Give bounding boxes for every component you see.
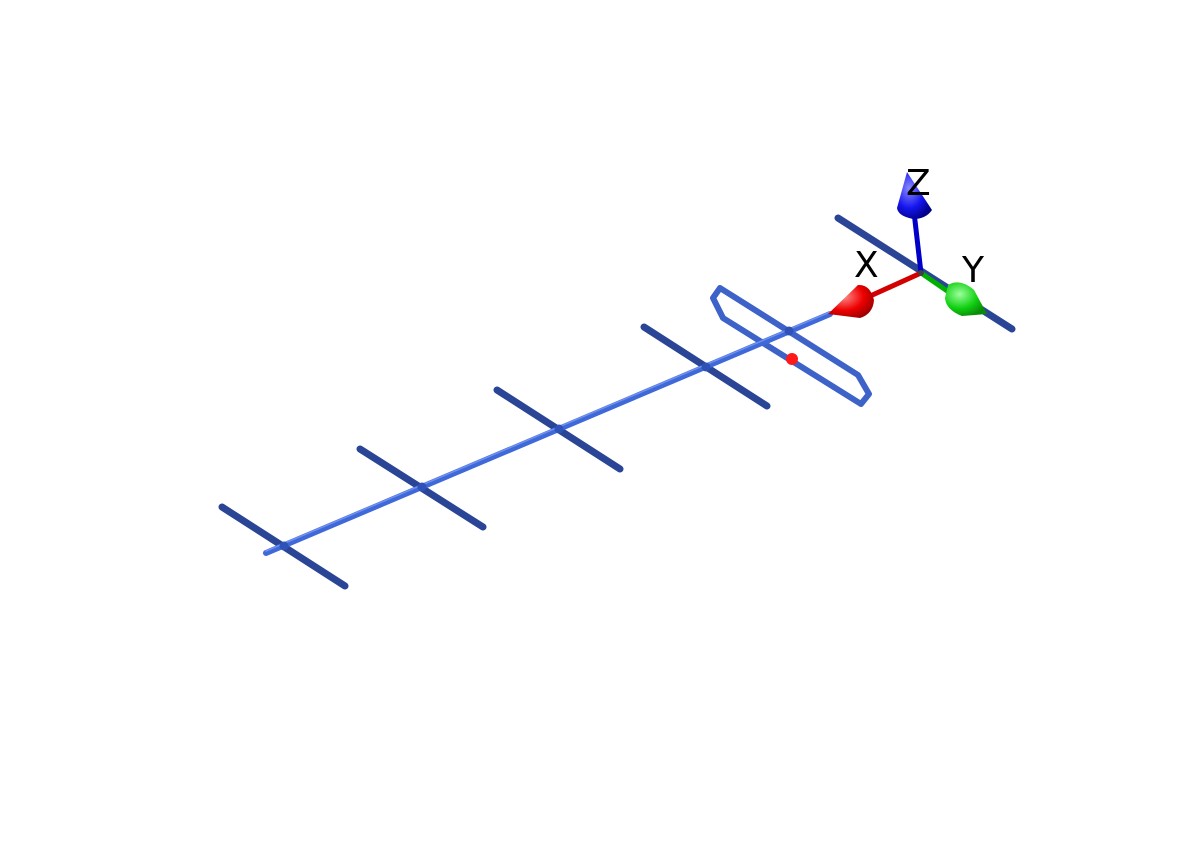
y-axis-label: Y [961, 250, 985, 291]
y-axis-arrow [945, 282, 987, 316]
x-axis-line [865, 270, 924, 300]
z-axis-arrow [897, 172, 932, 219]
z-axis-label: Z [906, 163, 931, 204]
feed-point [786, 353, 798, 365]
x-axis-arrow [828, 284, 874, 318]
boom-highlight [265, 311, 831, 552]
axes-gizmo: X Y Z [828, 163, 987, 318]
x-axis-label: X [854, 245, 879, 286]
axes-origin [918, 270, 924, 276]
element-hubs [279, 326, 794, 551]
boom [263, 311, 833, 556]
z-axis-line [911, 209, 924, 276]
folded-dipole [710, 285, 872, 407]
